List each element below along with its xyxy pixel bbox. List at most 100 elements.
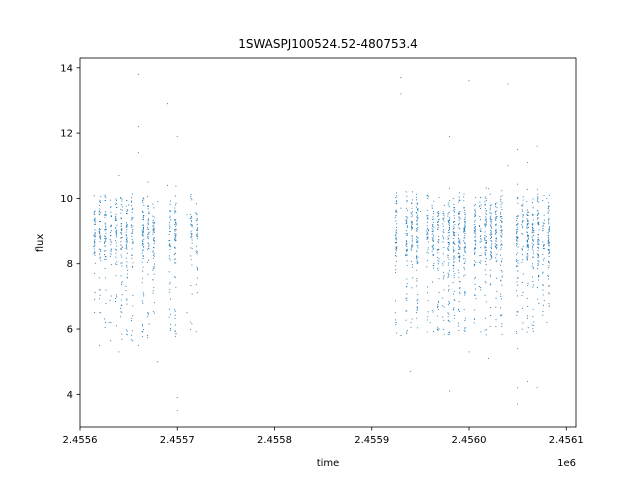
data-point [448, 212, 450, 214]
data-point [99, 221, 102, 223]
data-point [411, 216, 413, 218]
data-point [496, 254, 498, 256]
data-point [99, 312, 101, 314]
data-point [495, 206, 497, 208]
data-point [464, 242, 466, 244]
data-point [195, 250, 197, 252]
data-point [100, 250, 102, 253]
data-point [146, 196, 149, 198]
data-point [453, 290, 455, 293]
data-point [542, 310, 544, 313]
data-point [396, 248, 398, 250]
data-point [516, 236, 518, 238]
data-point [190, 329, 192, 331]
data-point [536, 200, 538, 202]
data-point [489, 193, 491, 195]
data-point [542, 304, 545, 306]
data-point [99, 241, 101, 243]
data-point [427, 214, 429, 216]
data-point [432, 254, 434, 256]
data-point [480, 289, 482, 291]
data-point [521, 222, 524, 224]
data-point [448, 303, 450, 305]
data-point [474, 229, 476, 232]
data-point [394, 312, 396, 314]
data-point [114, 240, 117, 242]
data-point [536, 215, 538, 217]
x-tick-label: 2.4557 [160, 435, 195, 446]
data-point [132, 216, 134, 218]
data-point [459, 242, 461, 244]
data-point [500, 249, 502, 251]
data-point [126, 224, 128, 226]
data-point [416, 223, 418, 226]
data-point [532, 330, 534, 332]
data-point [536, 145, 538, 147]
data-point [438, 236, 440, 238]
data-point [536, 256, 539, 258]
data-point [153, 273, 155, 275]
data-point [432, 238, 434, 240]
data-point [463, 196, 465, 198]
data-point [491, 256, 493, 258]
data-point [538, 240, 540, 242]
data-point [495, 213, 497, 216]
data-point [196, 269, 199, 271]
data-point [517, 148, 519, 150]
data-point [169, 313, 171, 315]
data-point [489, 284, 491, 286]
data-point [464, 247, 466, 249]
data-point [126, 235, 128, 237]
data-point [531, 324, 533, 326]
data-point [478, 225, 481, 227]
data-point [406, 216, 408, 218]
data-point [98, 229, 100, 231]
data-point [410, 212, 412, 214]
data-point [405, 230, 407, 232]
data-point [526, 315, 528, 317]
data-point [152, 215, 154, 217]
data-point [130, 204, 132, 207]
data-point [416, 223, 418, 225]
data-point [463, 258, 465, 260]
data-point [142, 324, 144, 326]
data-point [126, 266, 128, 268]
data-point [125, 257, 127, 259]
data-point [463, 308, 465, 311]
data-point [489, 274, 491, 276]
data-point [126, 303, 128, 305]
data-point [94, 232, 96, 234]
data-point [142, 258, 144, 260]
data-point [521, 210, 523, 212]
data-point [464, 252, 466, 254]
data-point [443, 319, 445, 321]
data-point [485, 273, 487, 276]
data-point [416, 255, 418, 257]
data-point [416, 236, 418, 238]
data-point [548, 238, 550, 240]
data-point [457, 248, 460, 250]
data-point [447, 256, 449, 258]
data-point [114, 203, 116, 205]
data-point [125, 238, 127, 240]
data-point [436, 256, 438, 258]
data-point [532, 316, 534, 318]
data-point [501, 271, 503, 273]
data-point [517, 387, 519, 389]
data-point [131, 235, 133, 237]
data-point [120, 232, 122, 234]
data-point [537, 298, 539, 300]
data-point [406, 264, 408, 267]
data-point [195, 213, 197, 215]
data-point [463, 275, 465, 277]
data-point [495, 203, 497, 206]
data-point [141, 282, 143, 284]
data-point [410, 227, 413, 229]
data-point [548, 194, 550, 196]
data-point [442, 278, 444, 280]
data-point [153, 263, 156, 265]
data-point [454, 299, 456, 302]
data-point [548, 244, 550, 246]
data-point [431, 207, 434, 209]
data-point [526, 220, 528, 222]
